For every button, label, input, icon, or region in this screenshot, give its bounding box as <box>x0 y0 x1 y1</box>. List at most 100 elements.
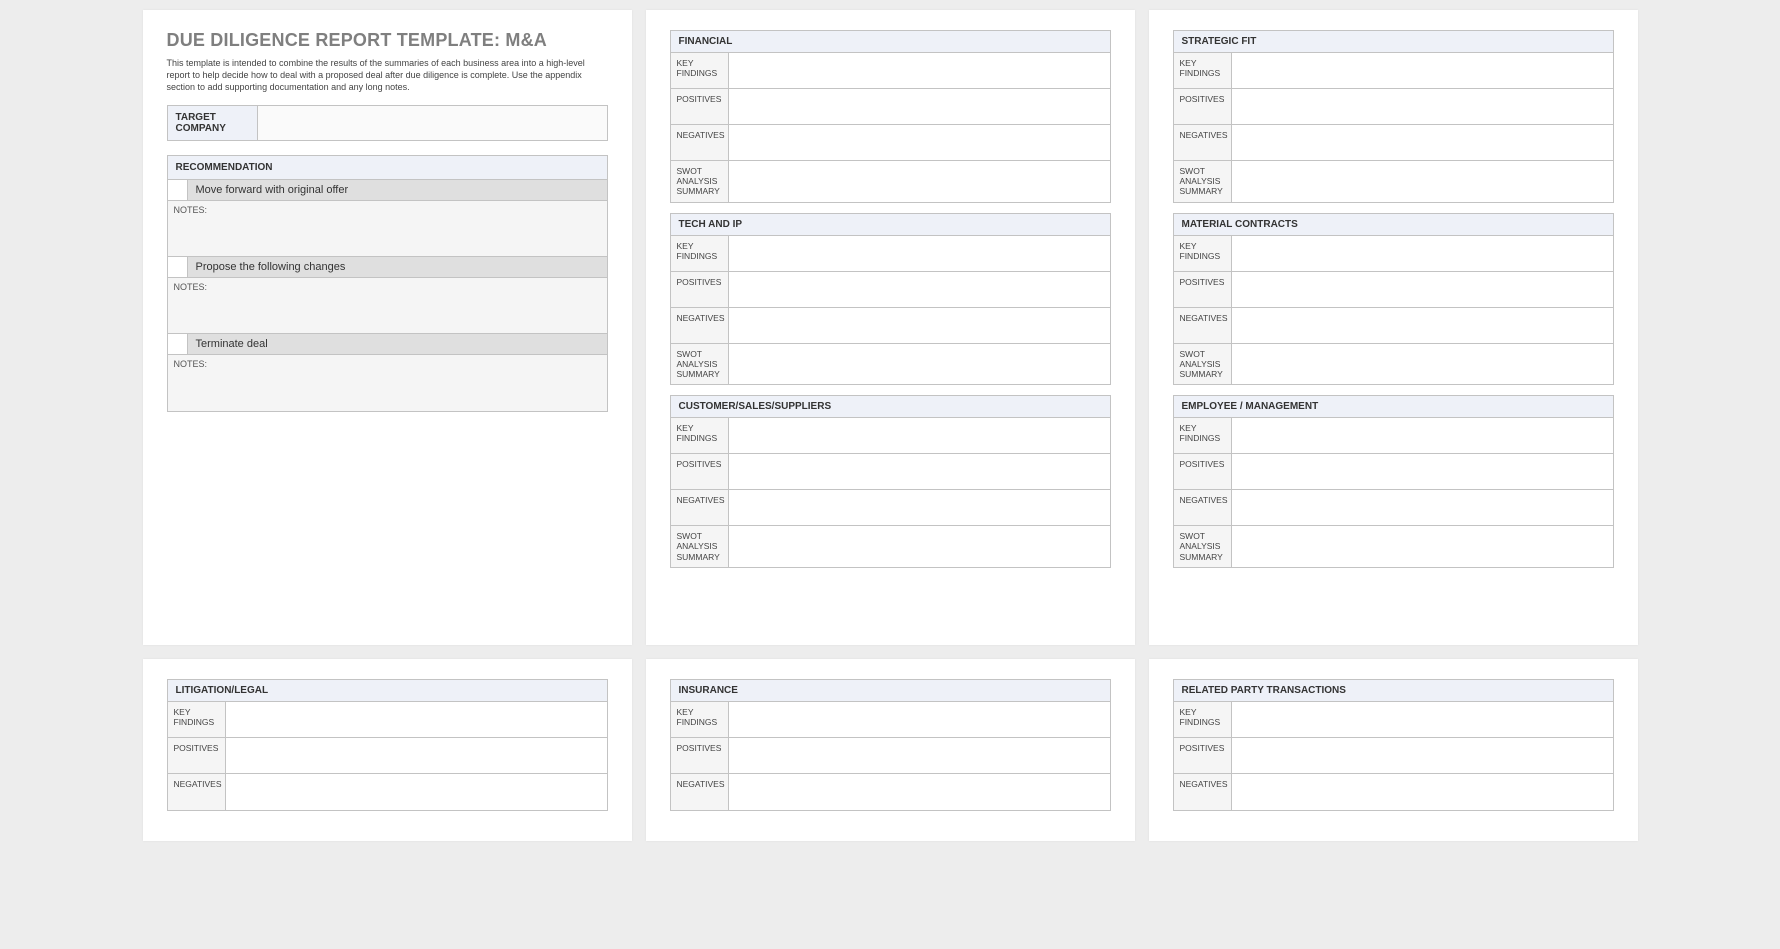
page-areas-3: LITIGATION/LEGAL KEY FINDINGS POSITIVES … <box>143 659 632 841</box>
row-label: SWOT ANALYSIS SUMMARY <box>1174 526 1232 567</box>
area-employee: EMPLOYEE / MANAGEMENT KEY FINDINGS POSIT… <box>1173 395 1614 568</box>
area-litigation: LITIGATION/LEGAL KEY FINDINGS POSITIVES … <box>167 679 608 811</box>
row-input[interactable] <box>1232 89 1613 124</box>
report-title: DUE DILIGENCE REPORT TEMPLATE: M&A <box>167 30 608 51</box>
row-negatives: NEGATIVES <box>671 490 1110 526</box>
area-financial: FINANCIAL KEY FINDINGS POSITIVES NEGATIV… <box>670 30 1111 203</box>
row-input[interactable] <box>729 89 1110 124</box>
row-positives: POSITIVES <box>671 454 1110 490</box>
option-label: Terminate deal <box>188 334 276 354</box>
row-key-findings: KEY FINDINGS <box>1174 53 1613 89</box>
row-input[interactable] <box>729 308 1110 343</box>
row-positives: POSITIVES <box>671 738 1110 774</box>
row-label: POSITIVES <box>1174 454 1232 489</box>
option-propose-changes[interactable]: Propose the following changes <box>168 257 607 278</box>
option-move-forward[interactable]: Move forward with original offer <box>168 180 607 201</box>
row-label: POSITIVES <box>671 454 729 489</box>
row-input[interactable] <box>1232 418 1613 453</box>
notes-propose-changes[interactable]: NOTES: <box>168 278 607 334</box>
row-input[interactable] <box>1232 344 1613 385</box>
checkbox-icon[interactable] <box>168 180 188 200</box>
row-input[interactable] <box>729 526 1110 567</box>
row-negatives: NEGATIVES <box>1174 774 1613 810</box>
row-key-findings: KEY FINDINGS <box>1174 418 1613 454</box>
row-negatives: NEGATIVES <box>671 125 1110 161</box>
row-swot: SWOT ANALYSIS SUMMARY <box>671 161 1110 202</box>
row-input[interactable] <box>729 702 1110 737</box>
row-input[interactable] <box>1232 161 1613 202</box>
option-terminate[interactable]: Terminate deal <box>168 334 607 355</box>
row-label: NEGATIVES <box>671 125 729 160</box>
row-positives: POSITIVES <box>168 738 607 774</box>
option-label: Propose the following changes <box>188 257 354 277</box>
row-negatives: NEGATIVES <box>671 774 1110 810</box>
page-areas-4: INSURANCE KEY FINDINGS POSITIVES NEGATIV… <box>646 659 1135 841</box>
row-input[interactable] <box>1232 236 1613 271</box>
row-input[interactable] <box>729 272 1110 307</box>
row-input[interactable] <box>1232 308 1613 343</box>
row-label: NEGATIVES <box>671 774 729 810</box>
row-swot: SWOT ANALYSIS SUMMARY <box>671 526 1110 567</box>
area-header: FINANCIAL <box>671 31 1110 53</box>
row-label: KEY FINDINGS <box>1174 53 1232 88</box>
row-positives: POSITIVES <box>671 272 1110 308</box>
row-input[interactable] <box>1232 272 1613 307</box>
row-input[interactable] <box>729 454 1110 489</box>
row-key-findings: KEY FINDINGS <box>168 702 607 738</box>
row-input[interactable] <box>729 125 1110 160</box>
row-label: NEGATIVES <box>168 774 226 810</box>
page-areas-2: STRATEGIC FIT KEY FINDINGS POSITIVES NEG… <box>1149 10 1638 645</box>
row-key-findings: KEY FINDINGS <box>1174 236 1613 272</box>
option-label: Move forward with original offer <box>188 180 357 200</box>
area-header: CUSTOMER/SALES/SUPPLIERS <box>671 396 1110 418</box>
row-input[interactable] <box>1232 125 1613 160</box>
row-input[interactable] <box>729 53 1110 88</box>
row-label: NEGATIVES <box>1174 490 1232 525</box>
row-input[interactable] <box>1232 774 1613 810</box>
row-label: POSITIVES <box>671 738 729 773</box>
row-label: NEGATIVES <box>1174 774 1232 810</box>
row-input[interactable] <box>1232 526 1613 567</box>
row-input[interactable] <box>1232 53 1613 88</box>
row-label: SWOT ANALYSIS SUMMARY <box>671 526 729 567</box>
row-label: SWOT ANALYSIS SUMMARY <box>671 344 729 385</box>
area-header: RELATED PARTY TRANSACTIONS <box>1174 680 1613 702</box>
row-swot: SWOT ANALYSIS SUMMARY <box>1174 526 1613 567</box>
row-label: KEY FINDINGS <box>671 702 729 737</box>
row-input[interactable] <box>1232 454 1613 489</box>
row-input[interactable] <box>226 738 607 773</box>
row-label: KEY FINDINGS <box>671 53 729 88</box>
row-input[interactable] <box>226 702 607 737</box>
row-input[interactable] <box>1232 702 1613 737</box>
row-positives: POSITIVES <box>1174 89 1613 125</box>
row-input[interactable] <box>1232 738 1613 773</box>
row-input[interactable] <box>729 774 1110 810</box>
area-header: LITIGATION/LEGAL <box>168 680 607 702</box>
area-header: MATERIAL CONTRACTS <box>1174 214 1613 236</box>
row-positives: POSITIVES <box>1174 454 1613 490</box>
notes-terminate[interactable]: NOTES: <box>168 355 607 411</box>
row-negatives: NEGATIVES <box>671 308 1110 344</box>
area-insurance: INSURANCE KEY FINDINGS POSITIVES NEGATIV… <box>670 679 1111 811</box>
checkbox-icon[interactable] <box>168 257 188 277</box>
row-input[interactable] <box>729 738 1110 773</box>
row-swot: SWOT ANALYSIS SUMMARY <box>1174 161 1613 202</box>
row-input[interactable] <box>729 418 1110 453</box>
row-negatives: NEGATIVES <box>1174 125 1613 161</box>
row-input[interactable] <box>729 236 1110 271</box>
row-label: SWOT ANALYSIS SUMMARY <box>1174 344 1232 385</box>
row-input[interactable] <box>729 344 1110 385</box>
row-swot: SWOT ANALYSIS SUMMARY <box>671 344 1110 385</box>
row-label: KEY FINDINGS <box>671 236 729 271</box>
row-input[interactable] <box>1232 490 1613 525</box>
row-label: POSITIVES <box>168 738 226 773</box>
row-positives: POSITIVES <box>1174 738 1613 774</box>
checkbox-icon[interactable] <box>168 334 188 354</box>
target-company-row: TARGET COMPANY <box>167 105 608 141</box>
row-input[interactable] <box>729 490 1110 525</box>
row-label: POSITIVES <box>1174 89 1232 124</box>
target-company-input[interactable] <box>258 106 607 140</box>
notes-move-forward[interactable]: NOTES: <box>168 201 607 257</box>
row-input[interactable] <box>226 774 607 810</box>
row-input[interactable] <box>729 161 1110 202</box>
